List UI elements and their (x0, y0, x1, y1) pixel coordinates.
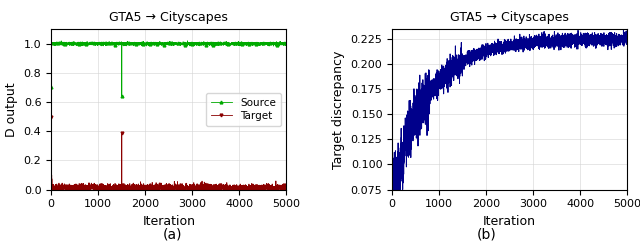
Target (137, 187, 145, 190)
Target (200, 187, 208, 190)
Line: Source: Source (50, 40, 287, 98)
Target (223, 187, 230, 190)
Text: (b): (b) (477, 227, 496, 241)
Source (90, 41, 98, 44)
Target (47, 115, 55, 118)
Source (118, 95, 125, 98)
X-axis label: Iteration: Iteration (483, 215, 536, 228)
Y-axis label: Target discrepancy: Target discrepancy (332, 50, 345, 169)
Target (93, 188, 101, 191)
Target (241, 185, 248, 188)
Source (241, 41, 248, 44)
Title: GTA5 → Cityscapes: GTA5 → Cityscapes (450, 11, 569, 24)
Target (282, 188, 290, 191)
Title: GTA5 → Cityscapes: GTA5 → Cityscapes (109, 11, 228, 24)
X-axis label: Iteration: Iteration (142, 215, 195, 228)
Source (47, 86, 55, 89)
Target (90, 188, 98, 191)
Source (184, 39, 191, 42)
Source (137, 43, 145, 46)
Legend: Source, Target: Source, Target (205, 93, 281, 126)
Source (282, 43, 290, 46)
Target (188, 188, 196, 191)
Source (223, 42, 230, 44)
Text: (a): (a) (163, 227, 182, 241)
Y-axis label: D output: D output (5, 82, 18, 137)
Line: Target: Target (50, 115, 287, 191)
Source (200, 42, 208, 45)
Source (188, 42, 196, 45)
